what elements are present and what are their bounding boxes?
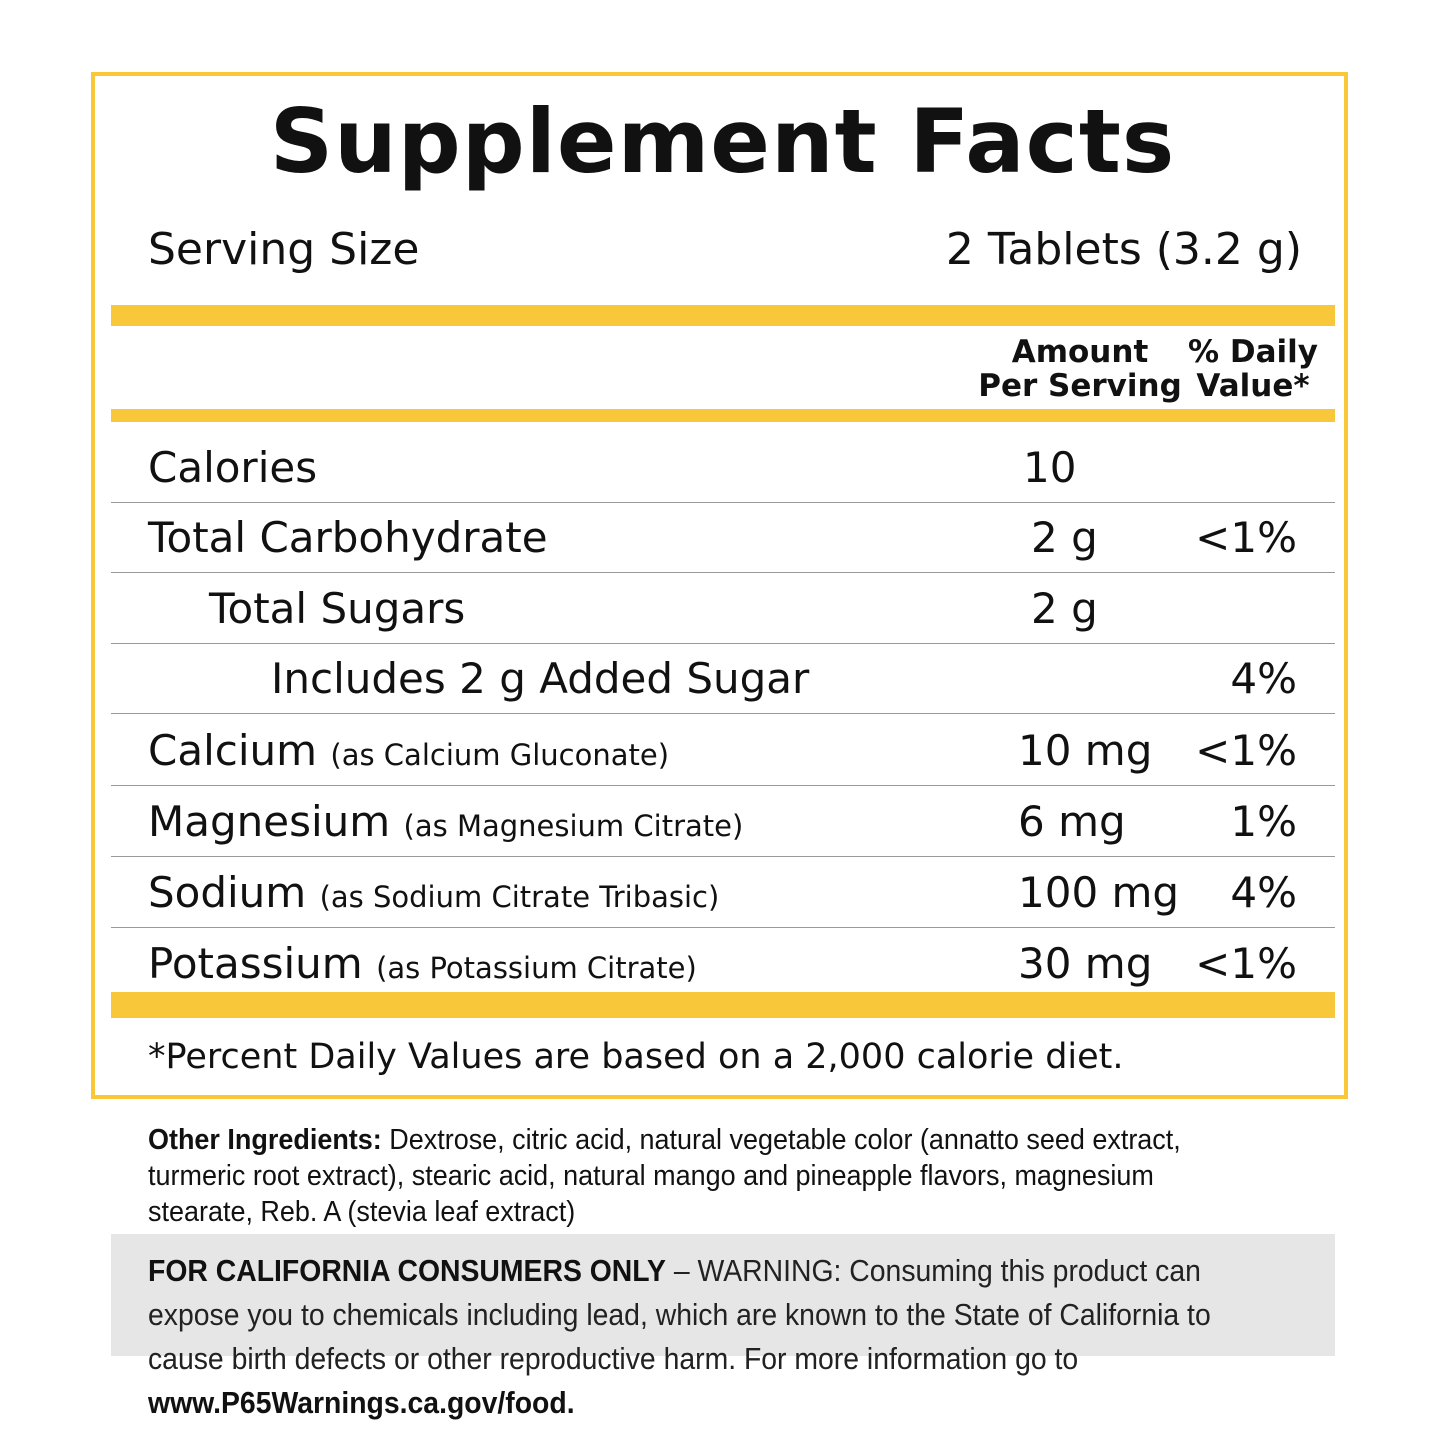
column-header-dv-line1: % Daily [1188, 334, 1318, 370]
california-warning-box: FOR CALIFORNIA CONSUMERS ONLY – WARNING:… [111, 1234, 1335, 1420]
california-warning-body: – WARNING: Consuming this product can ex… [148, 1253, 1211, 1376]
divider-bar-bottom [111, 992, 1335, 1018]
divider-bar-top [111, 305, 1335, 326]
nutrient-row-total-sugars: Total Sugars 2 g [111, 574, 1335, 644]
california-warning-text: FOR CALIFORNIA CONSUMERS ONLY – WARNING:… [148, 1249, 1283, 1425]
nutrient-name-main: Sodium [148, 868, 307, 917]
nutrient-row-added-sugar: Includes 2 g Added Sugar 4% [111, 644, 1335, 714]
nutrient-row-sodium: Sodium (as Sodium Citrate Tribasic) 100 … [111, 858, 1335, 928]
nutrient-amount: 100 mg [1018, 868, 1180, 917]
nutrient-source: (as Sodium Citrate Tribasic) [319, 880, 720, 914]
column-header-dv-line2: Value* [1196, 368, 1310, 404]
nutrient-name-main: Potassium [148, 939, 363, 988]
nutrient-amount: 10 [1023, 443, 1077, 492]
nutrient-name: Potassium (as Potassium Citrate) [148, 943, 697, 985]
daily-value-footnote: *Percent Daily Values are based on a 2,0… [148, 1037, 1124, 1077]
nutrient-source: (as Potassium Citrate) [376, 951, 697, 985]
nutrient-name: Total Sugars [209, 584, 466, 633]
nutrient-daily-value: 4% [1230, 654, 1297, 703]
p65-warnings-link[interactable]: www.P65Warnings.ca.gov/food. [148, 1385, 575, 1420]
nutrient-daily-value: 4% [1230, 868, 1297, 917]
column-header-amount-line1: Amount [1011, 334, 1149, 370]
nutrient-row-magnesium: Magnesium (as Magnesium Citrate) 6 mg 1% [111, 787, 1335, 857]
nutrient-daily-value: 1% [1230, 797, 1297, 846]
divider-bar-header [111, 409, 1335, 422]
column-header-daily-value: % Daily Value* [1183, 335, 1323, 403]
nutrient-name: Total Carbohydrate [148, 513, 548, 562]
serving-size-label: Serving Size [148, 224, 420, 275]
nutrient-amount: 2 g [1031, 513, 1098, 562]
nutrient-daily-value: <1% [1195, 513, 1297, 562]
other-ingredients: Other Ingredients: Dextrose, citric acid… [148, 1122, 1199, 1230]
other-ingredients-text: Dextrose, citric acid, natural vegetable… [148, 1124, 1181, 1228]
nutrient-row-potassium: Potassium (as Potassium Citrate) 30 mg <… [111, 929, 1335, 999]
nutrient-name: Calories [148, 443, 318, 492]
nutrient-row-total-carbohydrate: Total Carbohydrate 2 g <1% [111, 503, 1335, 573]
nutrient-source: (as Magnesium Citrate) [403, 809, 744, 843]
nutrient-source: (as Calcium Gluconate) [330, 738, 670, 772]
serving-size-value: 2 Tablets (3.2 g) [945, 224, 1302, 275]
other-ingredients-label: Other Ingredients: [148, 1124, 382, 1156]
column-header-amount: Amount Per Serving [978, 335, 1182, 403]
nutrient-name: Calcium (as Calcium Gluconate) [148, 730, 669, 772]
nutrient-name: Sodium (as Sodium Citrate Tribasic) [148, 872, 719, 914]
nutrient-name-main: Magnesium [148, 797, 391, 846]
panel-title: Supplement Facts [269, 90, 1176, 193]
nutrient-row-calcium: Calcium (as Calcium Gluconate) 10 mg <1% [111, 716, 1335, 786]
nutrient-row-calories: Calories 10 [111, 433, 1335, 503]
nutrient-name: Magnesium (as Magnesium Citrate) [148, 801, 743, 843]
nutrient-amount: 30 mg [1018, 939, 1153, 988]
california-warning-label: FOR CALIFORNIA CONSUMERS ONLY [148, 1253, 666, 1288]
nutrient-amount: 6 mg [1018, 797, 1126, 846]
nutrient-daily-value: <1% [1195, 939, 1297, 988]
supplement-facts-panel [91, 72, 1348, 1099]
nutrient-name: Includes 2 g Added Sugar [271, 654, 810, 703]
nutrient-amount: 2 g [1031, 584, 1098, 633]
nutrient-name-main: Calcium [148, 726, 318, 775]
column-header-amount-line2: Per Serving [978, 368, 1182, 404]
nutrient-amount: 10 mg [1018, 726, 1153, 775]
nutrient-daily-value: <1% [1195, 726, 1297, 775]
